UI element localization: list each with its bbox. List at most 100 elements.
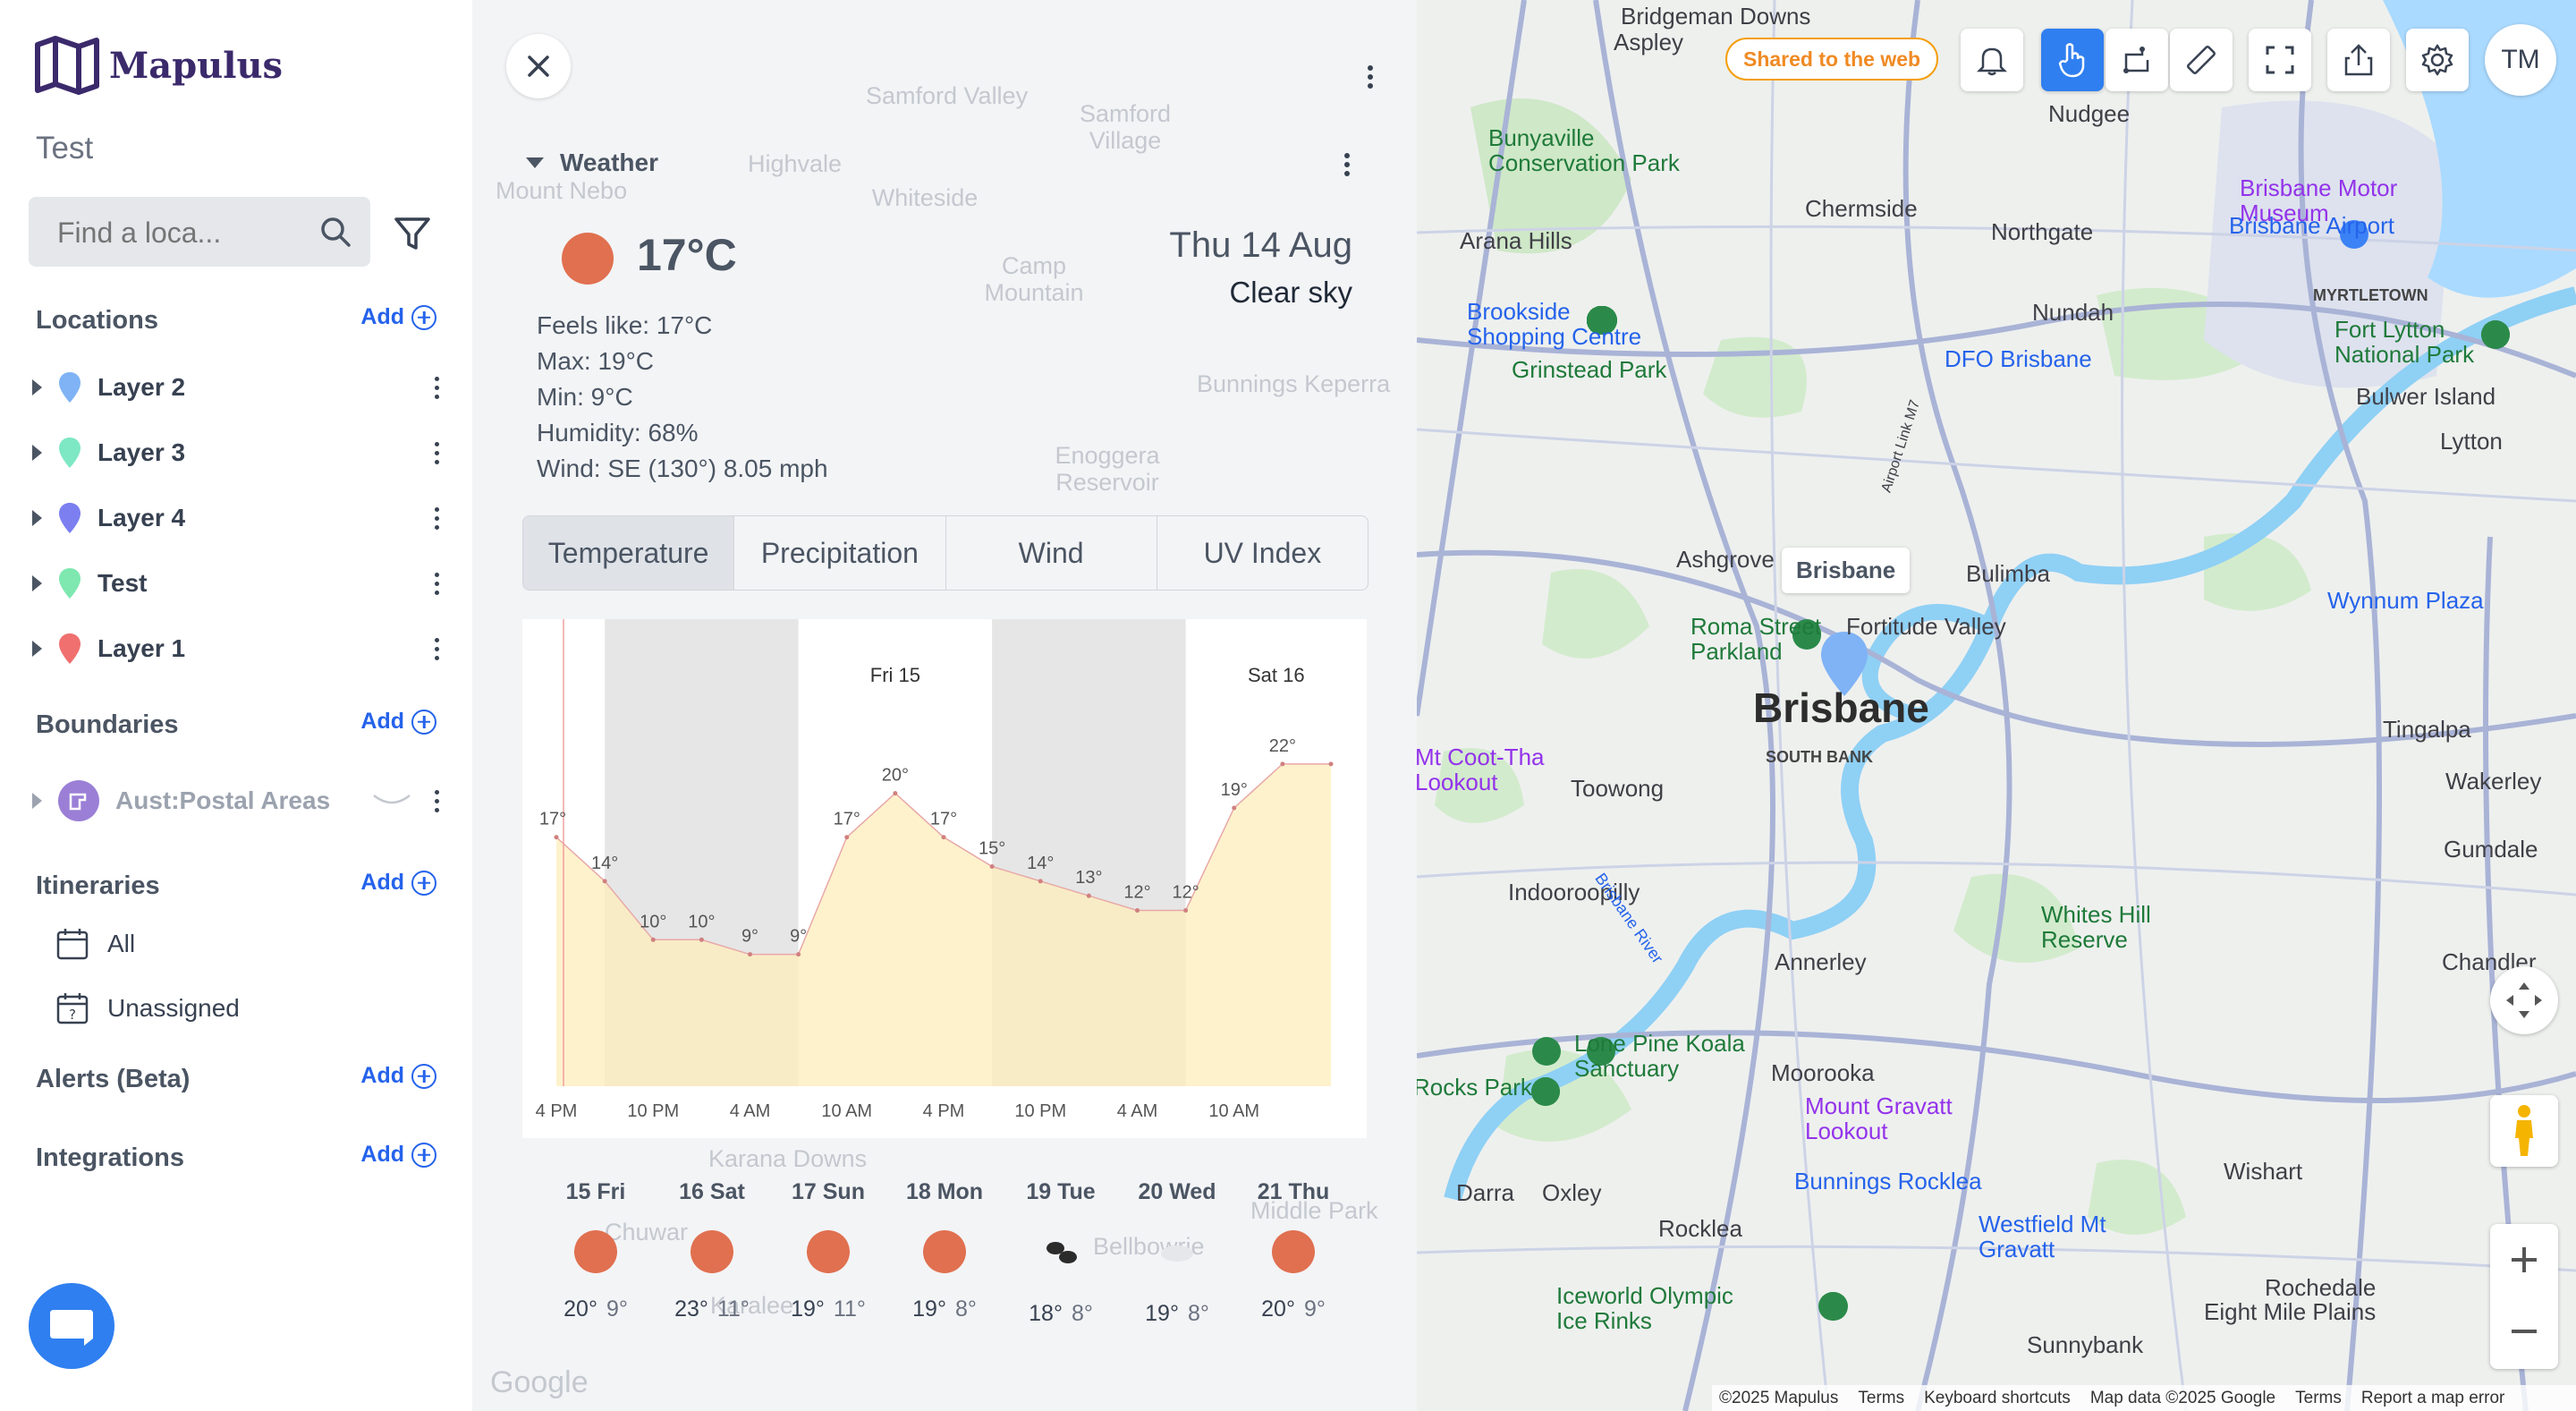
daily-forecast[interactable]: 17 Sun 19° 11° — [775, 1179, 882, 1322]
caret-right-icon[interactable] — [32, 445, 42, 461]
eye-off-icon[interactable] — [372, 792, 411, 810]
map-place-label[interactable]: Lone Pine Koala Sanctuary — [1574, 1030, 1745, 1082]
more-icon[interactable] — [435, 376, 440, 399]
map-place-label[interactable]: Fort Lytton National Park — [2334, 316, 2475, 368]
layer-row[interactable]: Layer 2 — [32, 363, 444, 412]
user-avatar[interactable]: TM — [2485, 24, 2556, 96]
map-place-label[interactable]: Brisbane — [1753, 684, 1929, 731]
more-icon[interactable] — [435, 637, 440, 660]
measure-button[interactable] — [2170, 29, 2233, 91]
map-place-label[interactable]: Brisbane Motor Museum — [2240, 174, 2398, 226]
add-integration-button[interactable]: Add — [360, 1142, 436, 1168]
caret-right-icon[interactable] — [32, 575, 42, 591]
zoom-out-icon[interactable] — [2490, 1296, 2558, 1367]
boundary-row[interactable]: Aust:Postal Areas — [32, 777, 444, 825]
chat-button[interactable] — [29, 1283, 114, 1369]
map-place-label[interactable]: Iceworld Olympic Ice Rinks — [1556, 1282, 1733, 1334]
map-place-label[interactable]: Wynnum Plaza — [2327, 587, 2484, 614]
caret-right-icon[interactable] — [32, 793, 42, 809]
map-place-label[interactable]: Bulwer Island — [2356, 383, 2496, 410]
map-place-label[interactable]: Rochedale — [2265, 1274, 2377, 1301]
logo[interactable]: Mapulus — [34, 36, 283, 95]
settings-button[interactable] — [2406, 29, 2469, 91]
map-place-label[interactable]: Toowong — [1571, 775, 1665, 802]
footer-terms-google[interactable]: Terms — [2295, 1388, 2342, 1407]
fullscreen-button[interactable] — [2249, 29, 2311, 91]
weather-more-icon[interactable] — [1343, 152, 1351, 177]
map-place-label[interactable]: Northgate — [1991, 218, 2094, 245]
map[interactable]: Bridgeman Downs Aspley Nudgee Bunyaville Co… — [1417, 0, 2576, 1411]
map-place-label[interactable]: DFO Brisbane — [1945, 345, 2092, 372]
more-icon[interactable] — [435, 789, 440, 812]
map-place-label[interactable]: Oxley — [1542, 1179, 1602, 1206]
notifications-button[interactable] — [1961, 29, 2023, 91]
daily-forecast[interactable]: 18 Mon 19° 8° — [891, 1179, 998, 1322]
map-place-label[interactable]: Mt Coot-Tha Lookout — [1417, 744, 1545, 795]
daily-forecast[interactable]: 21 Thu 20° 9° — [1240, 1179, 1347, 1322]
tab-wind[interactable]: Wind — [946, 516, 1157, 590]
pan-tool-button[interactable] — [2041, 29, 2104, 91]
map-place-label[interactable]: Bridgeman Downs — [1621, 3, 1811, 30]
layer-row[interactable]: Layer 3 — [32, 429, 444, 477]
tab-uv-index[interactable]: UV Index — [1203, 536, 1322, 569]
map-place-label[interactable]: Aspley — [1614, 29, 1684, 55]
map-place-label[interactable]: Lytton — [2440, 428, 2503, 455]
map-place-label[interactable]: Bunyaville Conservation Park — [1488, 124, 1680, 176]
shared-badge[interactable]: Shared to the web — [1725, 38, 1939, 81]
map-place-label[interactable]: Chermside — [1805, 195, 1918, 222]
filter-icon[interactable] — [394, 215, 431, 252]
map-place-label[interactable]: Gumdale — [2444, 836, 2538, 863]
map-place-label[interactable]: Darra — [1456, 1179, 1515, 1206]
panel-more-icon[interactable] — [1367, 64, 1374, 89]
add-boundary-button[interactable]: Add — [360, 709, 436, 735]
add-location-button[interactable]: Add — [360, 304, 436, 330]
map-place-label[interactable]: Mount Gravatt Lookout — [1805, 1092, 1953, 1144]
more-icon[interactable] — [435, 506, 440, 530]
map-place-label[interactable]: Rocks Park — [1417, 1074, 1532, 1101]
map-place-label[interactable]: Roma Street Parkland — [1690, 613, 1821, 665]
layer-row[interactable]: Test — [32, 559, 444, 608]
caret-right-icon[interactable] — [32, 510, 42, 526]
caret-right-icon[interactable] — [32, 641, 42, 657]
map-place-label[interactable]: Nudgee — [2048, 100, 2131, 127]
share-button[interactable] — [2327, 29, 2390, 91]
map-place-label[interactable]: MYRTLETOWN — [2313, 286, 2428, 304]
recenter-button[interactable] — [2490, 966, 2558, 1034]
map-place-label[interactable]: Nundah — [2032, 299, 2114, 326]
map-place-label[interactable]: Bunnings Rocklea — [1794, 1168, 1982, 1194]
street-view-button[interactable] — [2490, 1095, 2558, 1167]
footer-shortcuts[interactable]: Keyboard shortcuts — [1924, 1388, 2071, 1407]
daily-forecast[interactable]: 20 Wed 19° 8° — [1123, 1179, 1231, 1327]
layer-row[interactable]: Layer 4 — [32, 494, 444, 542]
layer-row[interactable]: Layer 1 — [32, 625, 444, 673]
map-place-label[interactable]: Sunnybank — [2027, 1331, 2144, 1358]
map-place-label[interactable]: Brookside Shopping Centre — [1467, 298, 1642, 350]
close-button[interactable] — [506, 34, 571, 98]
search-icon[interactable] — [318, 215, 352, 249]
map-place-label[interactable]: Eight Mile Plains — [2204, 1298, 2377, 1325]
map-place-label[interactable]: Rocklea — [1658, 1215, 1742, 1242]
add-itinerary-button[interactable]: Add — [360, 870, 436, 896]
footer-report[interactable]: Report a map error — [2360, 1388, 2505, 1407]
more-icon[interactable] — [435, 572, 440, 595]
map-place-label[interactable]: Moorooka — [1771, 1059, 1875, 1086]
daily-forecast[interactable]: 16 Sat 23° 11° — [658, 1179, 766, 1322]
map-place-label[interactable]: Wishart — [2224, 1158, 2303, 1185]
weather-section-header[interactable]: Weather — [526, 149, 658, 177]
map-place-label[interactable]: Bulimba — [1966, 560, 2050, 587]
itinerary-all[interactable]: All — [55, 922, 135, 966]
footer-terms[interactable]: Terms — [1858, 1388, 1905, 1407]
map-place-label[interactable]: Ashgrove — [1676, 546, 1775, 573]
map-place-label[interactable]: Whites Hill Reserve — [2041, 901, 2151, 953]
map-place-label[interactable]: Brisbane Airport — [2229, 212, 2394, 239]
map-place-label[interactable]: SOUTH BANK — [1766, 748, 1873, 766]
map-place-label[interactable]: Fortitude Valley — [1846, 613, 2006, 640]
itinerary-unassigned[interactable]: ? Unassigned — [55, 986, 240, 1031]
map-place-label[interactable]: Wakerley — [2445, 768, 2542, 795]
search-input[interactable] — [55, 197, 318, 268]
daily-forecast[interactable]: 15 Fri 20° 9° — [542, 1179, 649, 1322]
zoom-in-icon[interactable] — [2490, 1224, 2558, 1296]
tab-precipitation[interactable]: Precipitation — [734, 516, 946, 590]
add-alert-button[interactable]: Add — [360, 1063, 436, 1089]
map-place-label[interactable]: Westfield Mt Gravatt — [1979, 1211, 2106, 1262]
